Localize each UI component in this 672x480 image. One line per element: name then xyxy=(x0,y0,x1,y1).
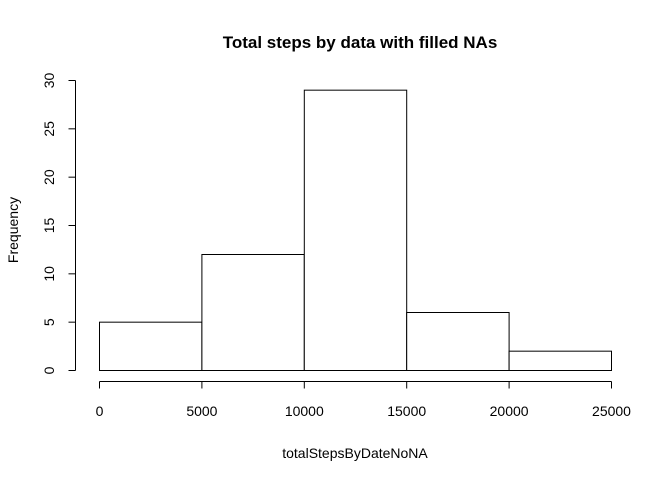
x-axis-label: totalStepsByDateNoNA xyxy=(282,445,428,461)
x-tick-label-4: 20000 xyxy=(490,403,529,419)
y-axis-label: Frequency xyxy=(5,197,21,263)
x-tick-label-2: 10000 xyxy=(285,403,324,419)
y-axis: 0 5 10 15 20 25 30 xyxy=(41,73,76,374)
x-axis: 0 5000 10000 15000 20000 25000 xyxy=(96,381,631,419)
histogram-bar-3 xyxy=(406,312,510,371)
y-tick-label-2: 10 xyxy=(41,266,57,282)
histogram-bar-0 xyxy=(99,321,203,371)
y-tick-label-0: 0 xyxy=(41,366,57,374)
histogram-bar-1 xyxy=(201,254,305,371)
y-tick-label-5: 25 xyxy=(41,121,57,137)
histogram-bar-2 xyxy=(303,89,408,372)
x-tick-label-0: 0 xyxy=(96,403,104,419)
y-tick-label-4: 20 xyxy=(41,169,57,185)
bars-group xyxy=(99,89,613,372)
histogram-bar-4 xyxy=(508,350,613,371)
x-tick-label-1: 5000 xyxy=(186,403,217,419)
x-tick-label-5: 25000 xyxy=(592,403,631,419)
y-tick-label-1: 5 xyxy=(41,318,57,326)
y-tick-label-6: 30 xyxy=(41,73,57,89)
x-tick-label-3: 15000 xyxy=(387,403,426,419)
chart-title: Total steps by data with filled NAs xyxy=(223,33,498,52)
y-tick-label-3: 15 xyxy=(41,218,57,234)
